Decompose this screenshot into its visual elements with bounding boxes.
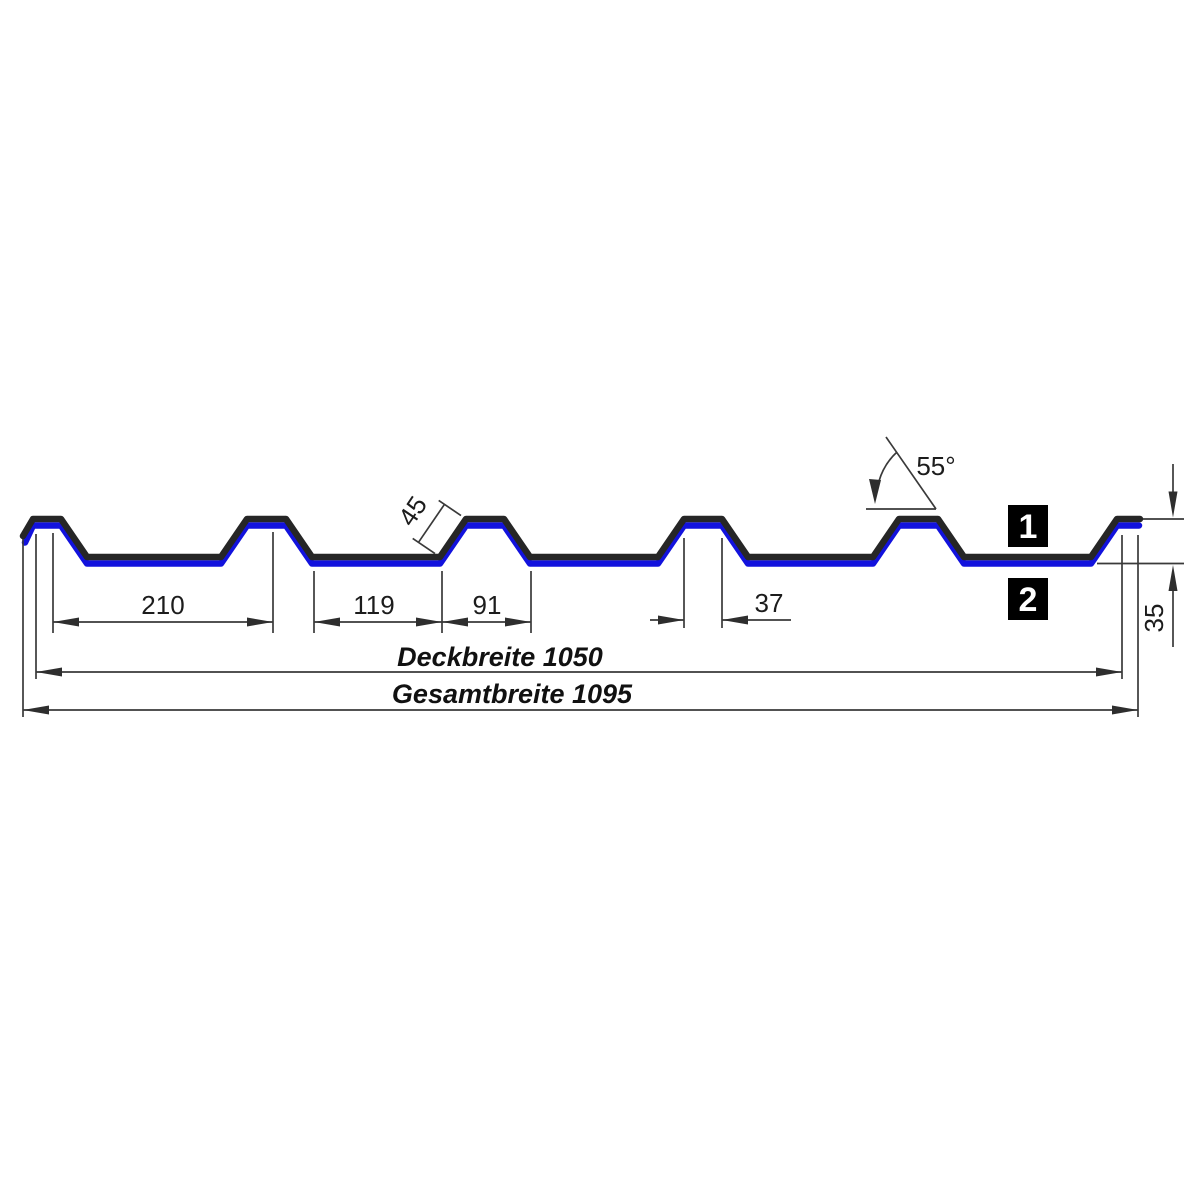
dimension-lines (35, 534, 1123, 679)
arrowhead-up (1168, 565, 1178, 591)
angle-arc (876, 451, 898, 493)
dimension-lines (1097, 464, 1184, 647)
dimension-profile-height: 35 (1097, 464, 1184, 647)
arrowhead-right (1096, 667, 1122, 677)
dimension-value-35: 35 (1139, 604, 1169, 633)
side-label-1: 1 (1019, 508, 1038, 546)
dimension-rib-spacing: 210 (52, 532, 274, 633)
dimension-value-91: 91 (473, 590, 502, 620)
arrowhead-left (314, 617, 340, 627)
arrowhead-arc (869, 479, 881, 504)
arrowhead-left (36, 667, 62, 677)
arrowhead-left (658, 615, 684, 625)
dimension-valley-width: 119 (313, 571, 443, 633)
angle-indicator: 55° (866, 436, 956, 510)
dimension-rib-top: 37 (650, 538, 791, 628)
dimension-rib-base: 91 (442, 571, 532, 633)
dimension-lines (412, 499, 462, 555)
side-label-2: 2 (1019, 581, 1038, 619)
dimension-value-210: 210 (141, 590, 184, 620)
arrowhead-down (1168, 491, 1178, 518)
dimension-value-37: 37 (755, 588, 784, 618)
arrowhead-right (505, 617, 531, 627)
dimension-value-45: 45 (392, 491, 433, 532)
overall-width-label: Gesamtbreite 1095 (392, 679, 633, 709)
dimension-lines (650, 538, 791, 628)
arrowhead-left (23, 705, 49, 715)
dimension-lines (22, 535, 1139, 717)
cover-width-label: Deckbreite 1050 (397, 642, 603, 672)
arrowhead-left (53, 617, 79, 627)
arrowhead-right (247, 617, 273, 627)
sheet-profile (19, 515, 1144, 567)
dimension-lines (52, 532, 274, 633)
arrowhead-right (1112, 705, 1138, 715)
arrowhead-left (442, 617, 468, 627)
profile-topside-line (19, 515, 1144, 561)
dimension-overall-width: Gesamtbreite 1095 (22, 535, 1139, 717)
arrowhead-right (722, 615, 748, 625)
angle-value-55: 55° (916, 451, 955, 481)
side-label-box-2 (1008, 578, 1048, 620)
profile-underside-line (21, 522, 1143, 567)
angle-lines (866, 436, 937, 510)
side-label-box-1 (1008, 505, 1048, 547)
dimension-cover-width: Deckbreite 1050 (35, 534, 1123, 679)
dimension-value-119: 119 (353, 590, 394, 620)
side-labels: 1 2 (1008, 505, 1048, 620)
arrowhead-right (416, 617, 442, 627)
